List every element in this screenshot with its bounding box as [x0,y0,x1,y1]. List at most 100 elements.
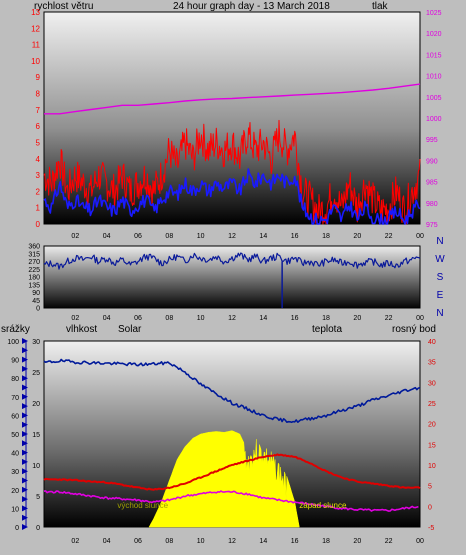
temperature-series [43,453,421,491]
wind-x-tick: 04 [103,233,111,240]
rain-y-tick: 40 [11,451,19,458]
direction-y-tick: 315 [28,251,40,258]
rain-axis-marker [22,449,28,456]
temperature-y-tick: 0 [428,504,432,511]
rain-y-tick: 100 [7,339,19,346]
temperature-y-tick: 35 [428,360,436,367]
temperature-label: teplota [312,324,342,335]
wind-y-tick: 2 [36,187,41,196]
wind-x-tick: 00 [416,233,424,240]
temperature-x-tick: 14 [259,538,267,545]
rain-axis-marker [22,431,28,437]
pressure-y-tick: 985 [426,180,438,187]
wind-x-tick: 16 [291,233,299,240]
wind-y-tick: 11 [32,41,41,50]
rain-y-tick: 60 [11,413,19,420]
direction-y-tick: 90 [32,290,40,297]
temperature-y-tick: 25 [428,401,436,408]
wind-y-tick: 0 [36,220,41,229]
direction-x-tick: 06 [134,315,142,322]
wind-x-tick: 02 [71,233,79,240]
rain-label: srážky [1,324,30,335]
rain-axis-marker [22,375,28,382]
chart-title: 24 hour graph day - 13 March 2018 [173,1,330,12]
wind-x-tick: 10 [197,233,205,240]
sunset-annotation: západ slunce [299,501,347,510]
compass-label: S [437,272,444,283]
temperature-y-tick: -5 [428,525,434,532]
dewpoint-label: rosný bod [392,324,436,335]
temperature-x-tick: 16 [291,538,299,545]
wind-average-series [43,168,421,225]
rain-axis-marker [22,403,28,410]
direction-y-tick: 270 [28,259,40,266]
temperature-y-tick: 15 [428,442,436,449]
pressure-y-tick: 1005 [426,95,442,102]
direction-x-tick: 12 [228,315,236,322]
wind-x-tick: 08 [165,233,173,240]
temperature-x-tick: 10 [197,538,205,545]
rain-y-tick: 30 [11,469,19,476]
pressure-y-tick: 975 [426,222,438,229]
temperature-y-tick: 40 [428,339,436,346]
direction-x-tick: 10 [197,315,205,322]
rain-axis-marker [22,468,28,475]
rain-axis-marker [22,365,28,372]
wind-x-tick: 14 [259,233,267,240]
rain-axis-marker [22,421,28,428]
temperature-x-tick: 04 [103,538,111,545]
humidity-label: vlhkost [66,324,97,335]
pressure-y-tick: 1015 [426,52,442,59]
pressure-label: tlak [372,1,389,12]
rain-y-tick: 90 [11,358,19,365]
humidity-y-tick: 0 [36,525,40,532]
humidity-y-tick: 5 [36,494,40,501]
pressure-y-tick: 1000 [426,116,442,123]
humidity-y-tick: 30 [32,339,40,346]
wind-y-tick: 13 [31,8,40,17]
direction-x-tick: 08 [165,315,173,322]
pressure-y-tick: 1010 [426,74,442,81]
rain-axis-marker [22,524,28,530]
wind-pressure-plot-area [43,11,421,225]
wind-y-tick: 10 [31,57,40,66]
pressure-y-tick: 980 [426,201,438,208]
temperature-x-tick: 06 [134,538,142,545]
wind-x-tick: 06 [134,233,142,240]
humidity-y-tick: 10 [32,463,40,470]
dewpoint-series [43,490,419,512]
rain-axis-marker [22,384,28,391]
rain-axis-marker [22,347,28,354]
wind-x-tick: 18 [322,233,330,240]
sunrise-annotation: východ slunce [117,501,168,510]
direction-y-tick: 45 [32,298,40,305]
temperature-y-tick: 10 [428,463,436,470]
wind-y-tick: 8 [36,90,41,99]
wind-gust-series [43,119,421,225]
direction-y-tick: 0 [36,306,40,313]
humidity-y-tick: 25 [32,370,40,377]
direction-x-tick: 02 [71,315,79,322]
temperature-y-tick: 30 [428,380,436,387]
solar-label: Solar [118,324,142,335]
direction-x-tick: 20 [353,315,361,322]
pressure-y-tick: 1025 [426,10,442,17]
pressure-y-tick: 990 [426,158,438,165]
rain-axis-marker [22,440,28,447]
solar-series [148,430,300,528]
pressure-y-tick: 1020 [426,31,442,38]
temperature-y-tick: 5 [428,484,432,491]
temperature-x-tick: 02 [71,538,79,545]
temperature-x-tick: 18 [322,538,330,545]
rain-axis-marker [22,514,28,521]
temperature-x-tick: 22 [385,538,393,545]
wind-y-tick: 3 [36,171,41,180]
direction-x-tick: 22 [385,315,393,322]
rain-axis-marker [22,338,28,344]
direction-y-tick: 360 [28,244,40,251]
wind-x-tick: 20 [353,233,361,240]
wind-y-tick: 9 [36,73,41,82]
compass-label: N [436,308,443,319]
